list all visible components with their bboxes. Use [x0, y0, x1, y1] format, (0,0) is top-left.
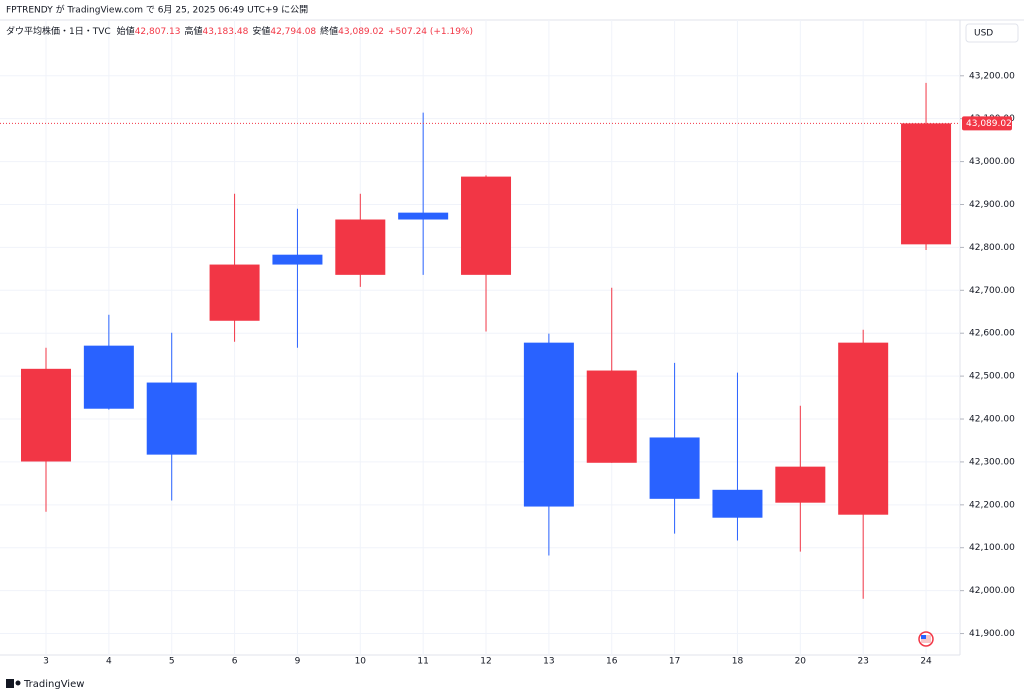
candle-body [775, 466, 826, 503]
y-tick-label: 42,700.00 [969, 286, 1015, 296]
x-tick-label: 4 [106, 657, 112, 667]
low-label: 安値 [252, 25, 270, 37]
x-tick-label: 5 [169, 657, 175, 667]
y-tick-label: 43,200.00 [969, 71, 1015, 81]
x-tick-label: 6 [232, 657, 238, 667]
candle-body [272, 254, 323, 265]
x-tick-label: 3 [43, 657, 49, 667]
currency-box[interactable] [965, 23, 1019, 43]
y-tick-label: 42,800.00 [969, 243, 1015, 253]
change: +507.24 (+1.19%) [388, 27, 473, 37]
open-label: 始値 [117, 25, 135, 37]
close: 43,089.02 [338, 27, 384, 37]
candle-body [209, 264, 260, 321]
open: 42,807.13 [135, 27, 181, 37]
symbol: ダウ平均株価・1日・TVC [6, 25, 111, 37]
x-tick-label: 11 [417, 657, 428, 667]
candle-body [712, 489, 763, 518]
low: 42,794.08 [270, 27, 316, 37]
y-tick-label: 42,900.00 [969, 200, 1015, 210]
x-tick-label: 17 [669, 657, 680, 667]
candle-body [146, 382, 197, 455]
candle-body [901, 123, 952, 245]
candle-body [586, 370, 637, 463]
y-tick-label: 42,300.00 [969, 457, 1015, 467]
candle-body [398, 212, 449, 220]
y-tick-label: 42,400.00 [969, 415, 1015, 425]
high: 43,183.48 [203, 27, 249, 37]
legend: ダウ平均株価・1日・TVC 始値42,807.13 高値43,183.48 安値42,… [6, 25, 473, 37]
candle-body [523, 342, 574, 507]
y-tick-label: 43,000.00 [969, 157, 1015, 167]
candle-body [335, 219, 386, 275]
close-label: 終値 [320, 25, 338, 37]
last-price-box [962, 116, 1012, 131]
candle-body [649, 437, 700, 499]
x-tick-label: 23 [857, 657, 868, 667]
candle-body [21, 368, 71, 462]
y-tick-label: 42,100.00 [969, 543, 1015, 553]
y-tick-label: 42,600.00 [969, 329, 1015, 339]
candles [21, 82, 952, 599]
y-tick-label: 42,200.00 [969, 500, 1015, 510]
x-tick-label: 18 [732, 657, 744, 667]
x-tick-label: 9 [295, 657, 301, 667]
x-tick-label: 20 [795, 657, 807, 667]
y-tick-label: 42,500.00 [969, 372, 1015, 382]
grid [0, 20, 960, 655]
high-label: 高値 [185, 25, 203, 37]
x-tick-label: 12 [480, 657, 491, 667]
x-tick-label: 10 [355, 657, 367, 667]
flag-icon [918, 631, 934, 647]
x-tick-label: 13 [543, 657, 554, 667]
x-tick-label: 24 [920, 657, 932, 667]
last-price-label: 43,089.02 [966, 119, 1012, 129]
y-tick-label: 41,900.00 [969, 629, 1015, 639]
candle-body [83, 345, 134, 409]
y-tick-label: 42,000.00 [969, 586, 1015, 596]
currency[interactable]: USD [974, 29, 993, 39]
candle-body [838, 342, 889, 515]
logo [6, 679, 21, 688]
x-tick-label: 16 [606, 657, 618, 667]
candle-body [461, 176, 512, 275]
header: FPTRENDY が TradingView.com で 6月 25, 2025… [6, 4, 308, 16]
footer: TradingView [23, 679, 84, 690]
